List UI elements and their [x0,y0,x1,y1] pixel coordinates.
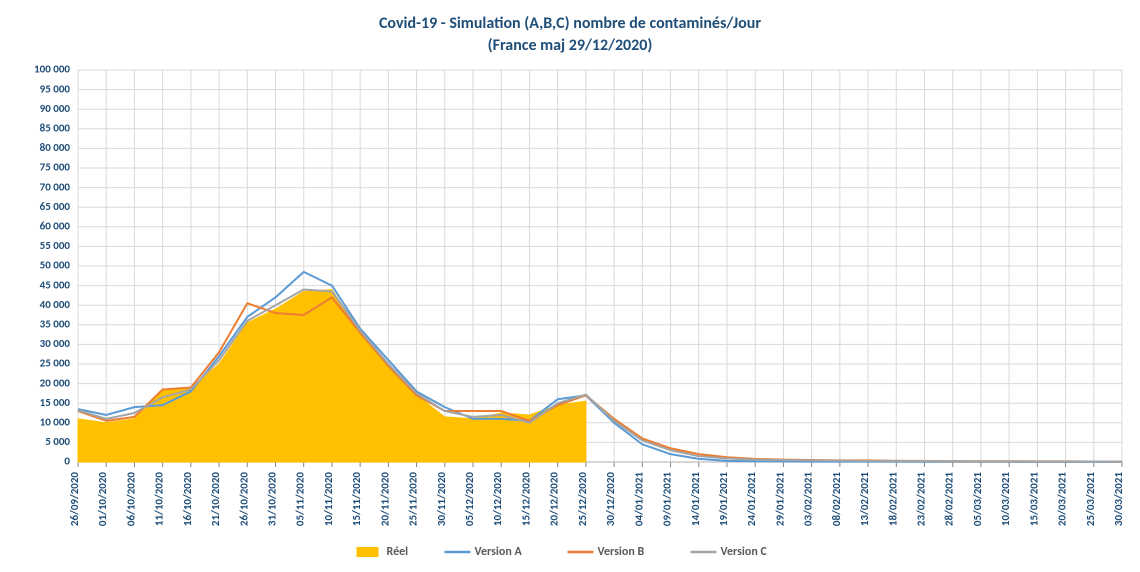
x-tick-label: 19/01/2021 [717,472,730,526]
y-tick-label: 55 000 [40,239,71,252]
x-tick-label: 31/10/2020 [266,472,279,526]
y-tick-label: 85 000 [40,121,71,134]
x-tick-label: 20/12/2020 [548,472,561,526]
x-tick-label: 14/01/2021 [689,472,702,526]
x-tick-label: 25/03/2021 [1084,472,1097,526]
x-tick-label: 23/02/2021 [914,472,927,526]
x-tick-label: 29/01/2021 [773,472,786,526]
legend-item: Version B [568,545,645,559]
y-tick-label: 95 000 [40,82,71,95]
x-tick-label: 01/10/2020 [96,472,109,526]
x-tick-label: 18/02/2021 [886,472,899,526]
y-tick-label: 5 000 [45,435,70,448]
x-tick-label: 05/12/2020 [463,472,476,526]
x-tick-label: 04/01/2021 [632,472,645,526]
legend-item: Version A [445,545,523,559]
x-tick-label: 05/11/2020 [294,472,307,526]
legend-swatch [357,547,379,557]
y-tick-label: 35 000 [40,317,71,330]
x-tick-label: 30/12/2020 [604,472,617,526]
x-tick-label: 25/11/2020 [407,472,420,526]
y-tick-label: 100 000 [34,63,70,76]
x-tick-label: 11/10/2020 [153,472,166,526]
y-tick-label: 65 000 [40,200,71,213]
x-tick-label: 15/03/2021 [1027,472,1040,526]
x-tick-label: 08/02/2021 [830,472,843,526]
legend-label: Version C [721,545,768,559]
y-tick-label: 50 000 [40,259,71,272]
y-tick-label: 25 000 [40,357,71,370]
x-tick-label: 25/12/2020 [576,472,589,526]
plot-area: 0 5 000 10 000 15 000 20 000 25 000 30 000 35 0… [34,63,1125,526]
x-tick-label: 15/12/2020 [519,472,532,526]
x-tick-label: 20/11/2020 [378,472,391,526]
y-tick-label: 30 000 [40,337,71,350]
legend-item: Version C [691,545,768,559]
x-tick-label: 16/10/2020 [181,472,194,526]
y-tick-label: 15 000 [40,396,71,409]
y-tick-label: 90 000 [40,102,71,115]
x-tick-label: 20/03/2021 [1056,472,1069,526]
x-tick-label: 06/10/2020 [124,472,137,526]
x-tick-label: 26/10/2020 [237,472,250,526]
y-tick-label: 20 000 [40,376,71,389]
y-tick-label: 60 000 [40,219,71,232]
x-tick-label: 09/01/2021 [661,472,674,526]
y-tick-label: 80 000 [40,141,71,154]
y-tick-label: 40 000 [40,298,71,311]
y-tick-label: 70 000 [40,180,71,193]
y-tick-label: 0 [64,455,70,468]
chart-svg: Covid-19 - Simulation (A,B,C) nombre de … [0,0,1140,572]
x-tick-label: 10/12/2020 [491,472,504,526]
x-tick-label: 26/09/2020 [68,472,81,526]
y-tick-label: 10 000 [40,415,71,428]
x-tick-label: 10/11/2020 [322,472,335,526]
x-tick-label: 05/03/2021 [971,472,984,526]
legend: Réel Version A Version B Version C [357,545,768,559]
x-tick-label: 30/03/2021 [1112,472,1125,526]
x-tick-label: 15/11/2020 [350,472,363,526]
chart-title-line1: Covid-19 - Simulation (A,B,C) nombre de … [379,14,761,33]
x-tick-label: 28/02/2021 [943,472,956,526]
legend-label: Réel [387,545,409,559]
x-tick-label: 30/11/2020 [435,472,448,526]
x-tick-label: 13/02/2021 [858,472,871,526]
chart-container: Covid-19 - Simulation (A,B,C) nombre de … [0,0,1140,572]
chart-title-line2: (France maj 29/12/2020) [488,36,653,55]
legend-label: Version A [475,545,523,559]
x-tick-label: 24/01/2021 [745,472,758,526]
x-tick-label: 21/10/2020 [209,472,222,526]
legend-label: Version B [598,545,645,559]
y-tick-label: 45 000 [40,278,71,291]
x-tick-label: 10/03/2021 [999,472,1012,526]
legend-item: Réel [357,545,409,559]
y-tick-label: 75 000 [40,161,71,174]
x-tick-label: 03/02/2021 [802,472,815,526]
